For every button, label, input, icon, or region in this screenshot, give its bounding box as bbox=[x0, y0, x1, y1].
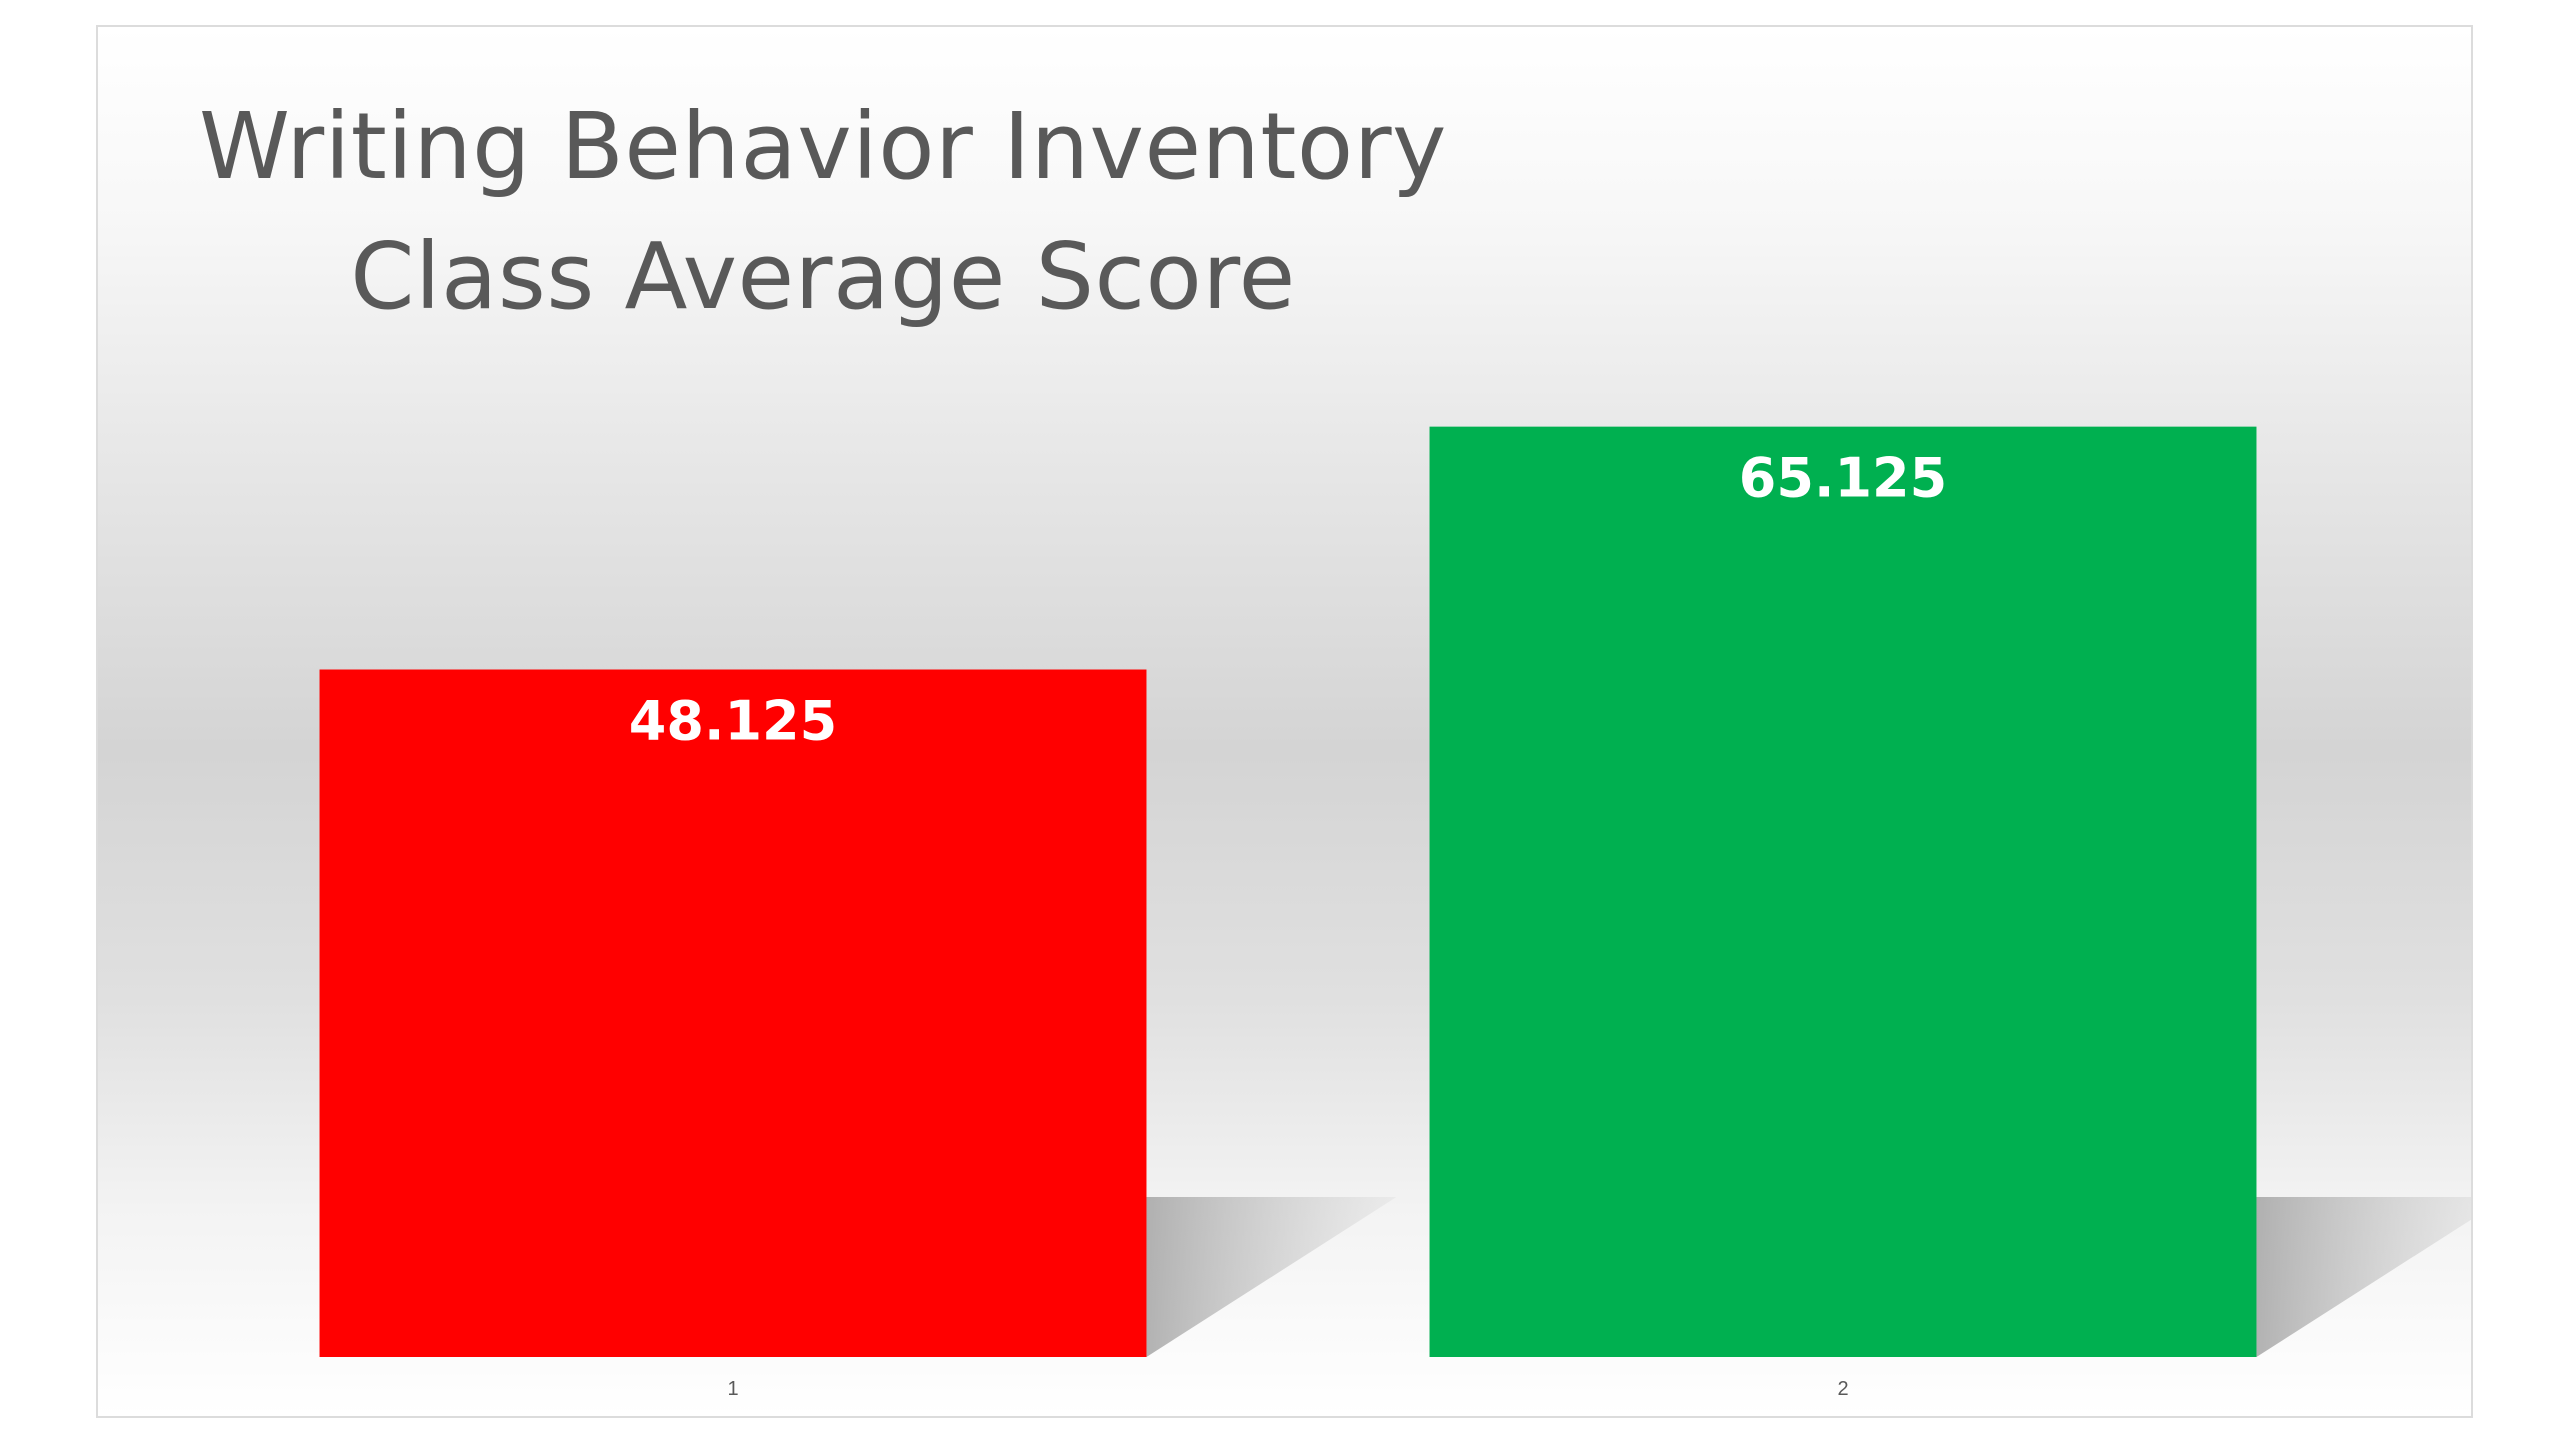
bar-1 bbox=[319, 669, 1147, 1357]
chart-title: Writing Behavior Inventory Class Average… bbox=[98, 82, 1548, 342]
data-label-1: 48.125 bbox=[629, 690, 837, 753]
chart-title-line-2: Class Average Score bbox=[350, 223, 1296, 330]
data-label-2: 65.125 bbox=[1739, 447, 1947, 510]
bar-2 bbox=[1429, 426, 2257, 1358]
x-tick-label-1: 1 bbox=[727, 1378, 738, 1400]
bar-shadow bbox=[2256, 1197, 2471, 1357]
x-tick-label-2: 2 bbox=[1837, 1378, 1848, 1400]
chart-title-line-1: Writing Behavior Inventory bbox=[199, 93, 1447, 200]
chart-area: Writing Behavior Inventory Class Average… bbox=[96, 25, 2473, 1418]
bar-shadow bbox=[1146, 1197, 1397, 1357]
plot-area: 48.125 65.125 1 2 bbox=[319, 426, 2471, 1400]
